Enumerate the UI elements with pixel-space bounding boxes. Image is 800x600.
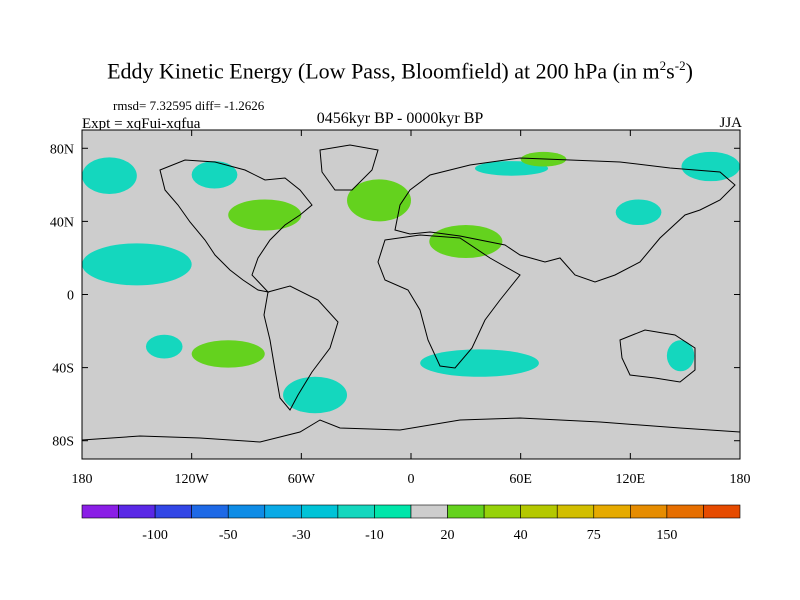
coastline-eurasia <box>394 157 736 283</box>
colorbar-swatch-11 <box>483 504 521 519</box>
coastline-north-america <box>159 159 313 293</box>
title-close: ) <box>685 58 693 84</box>
colorbar-label-1: -50 <box>219 528 238 543</box>
stats-text: rmsd= 7.32595 diff= -1.2626 <box>113 98 265 113</box>
colorbar-swatch-10 <box>447 504 485 519</box>
colorbar-swatch-9 <box>410 504 448 519</box>
colorbar-label-5: 40 <box>514 528 528 543</box>
colorbar-swatch-8 <box>374 504 412 519</box>
y-tick-label-2: 0 <box>67 289 74 304</box>
colorbar-label-6: 75 <box>587 528 601 543</box>
y-tick-label-3: 40S <box>52 362 74 377</box>
x-tick-label-4: 60E <box>509 472 532 487</box>
title-unit-sup2: -2 <box>674 58 686 73</box>
anomaly-region-positive-13 <box>191 340 265 368</box>
coastline-south-america <box>263 285 339 411</box>
colorbar-swatch-13 <box>556 504 595 519</box>
x-tick-label-3: 0 <box>408 472 415 487</box>
anomaly-region-negative-1 <box>191 161 238 189</box>
anomaly-region-negative-2 <box>82 243 192 286</box>
coastline-australia <box>619 329 696 383</box>
colorbar-swatch-16 <box>666 504 704 519</box>
plot-title: Eddy Kinetic Energy (Low Pass, Bloomfiel… <box>0 58 800 84</box>
colorbar-swatch-0 <box>81 504 119 519</box>
anomaly-region-negative-4 <box>283 376 348 414</box>
y-tick-label-0: 80N <box>50 142 74 157</box>
colorbar: -100 -50 -30 -10 20 40 75 150 <box>81 504 741 543</box>
coastline-antarctica <box>82 417 740 443</box>
colorbar-swatch-7 <box>337 504 375 519</box>
colorbar-swatch-1 <box>118 504 156 519</box>
colorbar-label-7: 150 <box>656 528 677 543</box>
experiment-label: Expt = xqFui-xqfua <box>82 116 201 132</box>
period-label: 0456kyr BP - 0000kyr BP <box>316 110 484 127</box>
anomaly-layer <box>82 151 740 414</box>
anomaly-region-negative-0 <box>82 157 137 194</box>
colorbar-label-2: -30 <box>292 528 311 543</box>
x-tick-label-6: 180 <box>730 472 751 487</box>
x-tick-label-2: 60W <box>288 472 316 487</box>
coastlines <box>82 144 740 443</box>
anomaly-region-negative-7 <box>681 151 740 182</box>
title-unit-mid: s <box>666 58 675 84</box>
colorbar-swatch-6 <box>301 504 339 519</box>
coastline-africa <box>377 234 521 369</box>
y-tick-label-4: 80S <box>52 435 74 450</box>
anomaly-region-negative-6 <box>615 199 662 226</box>
x-tick-label-0: 180 <box>72 472 93 487</box>
y-tick-label-1: 40N <box>50 215 74 230</box>
colorbar-swatch-14 <box>593 504 631 519</box>
colorbar-swatch-17 <box>703 504 741 519</box>
colorbar-swatch-12 <box>520 504 558 519</box>
x-tick-label-1: 120W <box>175 472 210 487</box>
colorbar-swatch-15 <box>630 504 668 519</box>
coastline-greenland <box>319 144 379 191</box>
axis-ticks: 180 120W 60W 0 60E 120E 180 80N 40N 0 40S 80S <box>50 130 751 487</box>
colorbar-swatch-3 <box>191 504 229 519</box>
x-tick-label-5: 120E <box>616 472 646 487</box>
anomaly-region-negative-9 <box>666 340 695 372</box>
colorbar-swatch-5 <box>264 504 302 519</box>
colorbar-label-0: -100 <box>142 528 168 543</box>
anomaly-region-positive-11 <box>347 179 411 222</box>
anomaly-region-negative-3 <box>145 334 183 359</box>
anomaly-region-negative-5 <box>420 349 539 377</box>
anomaly-region-positive-10 <box>228 199 302 231</box>
title-text: Eddy Kinetic Energy (Low Pass, Bloomfiel… <box>107 58 660 84</box>
title-unit-sup1: 2 <box>659 58 667 73</box>
season-label: JJA <box>719 115 742 131</box>
colorbar-label-4: 20 <box>441 528 455 543</box>
colorbar-swatch-4 <box>227 504 266 519</box>
colorbar-label-3: -10 <box>365 528 384 543</box>
colorbar-swatch-2 <box>154 504 192 519</box>
